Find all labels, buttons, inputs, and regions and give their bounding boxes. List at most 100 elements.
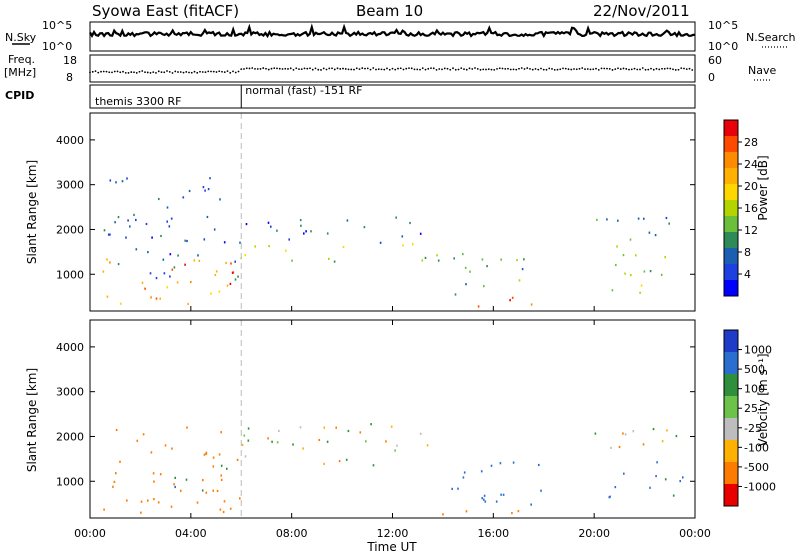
frequency-point xyxy=(102,70,105,73)
frequency-point xyxy=(108,71,111,74)
echo-cell xyxy=(291,259,293,262)
echo-cell xyxy=(205,451,208,454)
colorbar-tick-label: 24 xyxy=(744,158,758,171)
frequency-point xyxy=(306,67,309,70)
echo-cell xyxy=(247,439,250,442)
colorbar-swatch xyxy=(724,374,738,397)
frequency-point xyxy=(298,68,300,71)
frequency-point xyxy=(295,67,298,70)
echo-cell xyxy=(464,266,467,269)
frequency-point xyxy=(155,71,157,74)
echo-cell xyxy=(226,467,228,470)
frequency-point xyxy=(355,67,358,70)
frequency-point xyxy=(292,69,295,71)
frequency-point xyxy=(240,68,243,71)
frequency-point xyxy=(449,68,452,71)
echo-cell xyxy=(201,489,204,492)
noise-tick-right-bottom: 10^0 xyxy=(708,40,738,53)
echo-cell xyxy=(202,479,204,482)
echo-cell xyxy=(166,206,169,209)
colorbar-swatch xyxy=(724,484,738,507)
noise-tick-left-bottom: 10^0 xyxy=(42,40,72,53)
frequency-point xyxy=(210,70,212,73)
y-tick-label: 4000 xyxy=(56,341,84,354)
frequency-point xyxy=(218,70,221,73)
colorbar-swatch xyxy=(724,264,738,281)
frequency-point xyxy=(586,68,589,70)
echo-cell xyxy=(365,440,367,443)
echo-cell xyxy=(169,253,172,256)
frequency-point xyxy=(419,68,421,71)
colorbar-swatch xyxy=(724,136,738,153)
frequency-point xyxy=(135,72,138,74)
frequency-point xyxy=(174,70,177,73)
echo-cell xyxy=(419,432,422,435)
echo-cell xyxy=(462,253,464,256)
echo-cell xyxy=(285,249,287,252)
frequency-point xyxy=(573,68,575,70)
echo-cell xyxy=(163,272,166,275)
velocity-panel: 1000 2000 3000 4000 Slant Range [km] 1000 50… xyxy=(25,319,776,519)
power-panel: 1000 2000 3000 4000 Slant Range [km] 28 24 20… xyxy=(25,112,770,312)
y-tick-label: 2000 xyxy=(56,430,84,443)
frequency-point xyxy=(311,68,314,71)
echo-cell xyxy=(184,263,186,266)
power-colorbar: 28 24 20 16 12 8 4 xyxy=(723,119,758,297)
echo-cell xyxy=(237,275,239,278)
frequency-point xyxy=(457,68,460,71)
echo-cell xyxy=(147,499,149,502)
frequency-point xyxy=(677,68,680,71)
echo-cell xyxy=(299,426,302,429)
frequency-point xyxy=(177,71,179,73)
echo-cell xyxy=(424,256,427,259)
frequency-point xyxy=(454,68,457,71)
frequency-point xyxy=(641,67,644,69)
echo-cell xyxy=(212,456,215,459)
colorbar-tick-label: 20 xyxy=(744,180,758,193)
frequency-point xyxy=(639,68,641,71)
echo-cell xyxy=(596,218,598,221)
echo-cell xyxy=(372,464,375,467)
frequency-point xyxy=(207,70,210,73)
frequency-point xyxy=(597,68,600,71)
echo-cell xyxy=(292,443,294,446)
echo-cell xyxy=(168,225,171,228)
frequency-point xyxy=(391,67,394,70)
echo-cell xyxy=(196,501,199,504)
noise-panel: N.Sky 10^5 10^0 10^5 10^0 N.Search xyxy=(5,19,796,53)
echo-cell xyxy=(594,432,597,435)
echo-cell xyxy=(112,485,114,488)
echo-cell xyxy=(665,216,668,220)
freq-unit-label: [MHz] xyxy=(4,66,36,79)
colorbar-swatch xyxy=(724,216,738,233)
colorbar-tick-label: 4 xyxy=(744,268,751,281)
echo-cell xyxy=(421,259,424,262)
frequency-point xyxy=(567,68,570,71)
echo-cell xyxy=(483,285,485,288)
echo-cell xyxy=(480,470,483,473)
x-tick-label: 04:00 xyxy=(175,527,207,540)
frequency-point xyxy=(526,67,529,69)
echo-cell xyxy=(103,229,106,232)
echo-cell xyxy=(220,474,222,477)
echo-cell xyxy=(184,239,186,242)
frequency-point xyxy=(91,70,94,73)
frequency-point xyxy=(421,67,424,70)
frequency-point xyxy=(333,68,336,71)
echo-cell xyxy=(538,463,540,467)
echo-cell xyxy=(207,188,210,191)
frequency-point xyxy=(265,67,267,70)
echo-cell xyxy=(672,494,675,497)
frequency-point xyxy=(358,68,361,71)
echo-cell xyxy=(182,196,185,199)
freq-tick-bottom: 8 xyxy=(66,71,73,84)
echo-cell xyxy=(486,265,488,268)
y-tick-label: 4000 xyxy=(56,134,84,147)
frequency-point xyxy=(485,68,487,71)
echo-cell xyxy=(457,487,459,490)
x-tick-label: 00:00 xyxy=(74,527,106,540)
frequency-point xyxy=(380,68,383,71)
echo-cell xyxy=(656,461,658,464)
colorbar-tick-label: -1000 xyxy=(744,480,776,493)
colorbar-swatch xyxy=(724,352,738,375)
